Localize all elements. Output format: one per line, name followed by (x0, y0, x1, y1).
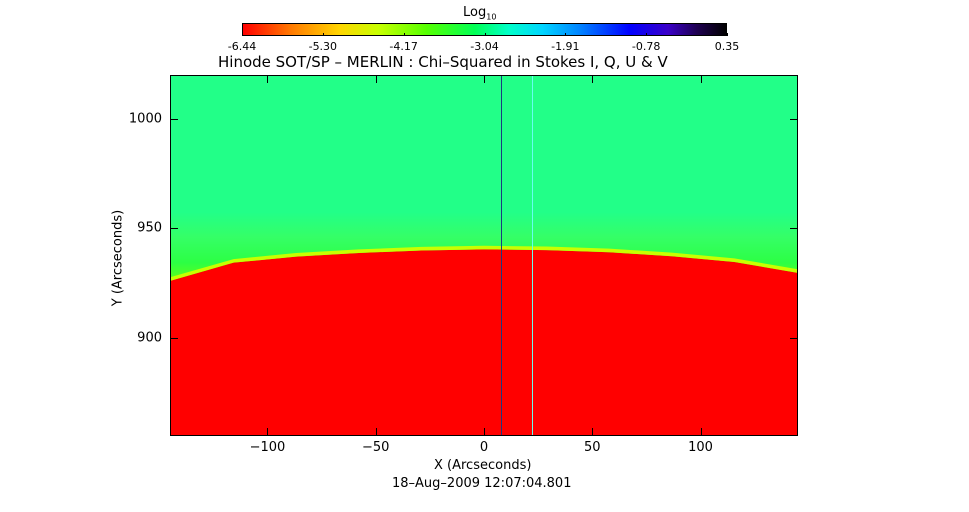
y-axis-tick (170, 118, 178, 120)
colorbar-tick-label: -6.44 (227, 40, 257, 53)
colorbar-tick-label: -3.04 (470, 40, 499, 53)
plot-title: Hinode SOT/SP – MERLIN : Chi–Squared in … (218, 53, 668, 71)
x-axis-tick (267, 75, 269, 83)
y-axis-tick (170, 337, 178, 339)
scan-seam-line (531, 76, 533, 435)
x-axis-tick (592, 75, 594, 83)
colorbar-tick (403, 33, 405, 36)
y-tick-label: 950 (137, 220, 162, 236)
colorbar-tick (646, 33, 648, 36)
x-axis-tick (375, 75, 377, 83)
colorbar-tick (565, 33, 567, 36)
colorbar-tick (242, 33, 243, 36)
y-axis-tick (170, 228, 178, 230)
y-axis-tick (790, 337, 798, 339)
colorbar-tick (322, 33, 324, 36)
x-axis-tick (267, 428, 269, 436)
x-tick-label: −50 (362, 440, 390, 455)
observation-timestamp: 18–Aug–2009 12:07:04.801 (392, 476, 572, 491)
colorbar-tick-label: -0.78 (631, 40, 661, 53)
colorbar-tick-label: 0.35 (714, 40, 740, 53)
y-tick-label: 1000 (128, 111, 162, 127)
x-axis-label: X (Arcseconds) (434, 458, 532, 473)
colorbar-tick (484, 33, 486, 36)
x-axis-tick (700, 75, 702, 83)
y-axis-tick (790, 118, 798, 120)
x-axis-tick (592, 428, 594, 436)
x-axis-tick (484, 428, 485, 436)
colorbar-title: Log10 (463, 5, 497, 22)
colorbar-tick-label: -4.17 (389, 40, 418, 53)
x-tick-label: 50 (583, 440, 601, 455)
x-axis-tick (375, 428, 377, 436)
y-tick-label: 900 (137, 330, 162, 346)
plot-area (170, 75, 798, 436)
colorbar-tick-label: -1.91 (551, 40, 580, 53)
x-axis-tick (700, 428, 702, 436)
x-tick-label: −100 (249, 440, 286, 455)
y-axis-label: Y (Arcseconds) (110, 209, 126, 307)
colorbar-tick (727, 33, 728, 36)
colorbar-tick-label: -5.30 (308, 40, 338, 53)
scan-seam-line (501, 76, 503, 435)
x-tick-label: 100 (688, 440, 713, 455)
x-axis-tick (484, 75, 485, 83)
y-axis-tick (790, 228, 798, 230)
x-tick-label: 0 (479, 440, 489, 455)
